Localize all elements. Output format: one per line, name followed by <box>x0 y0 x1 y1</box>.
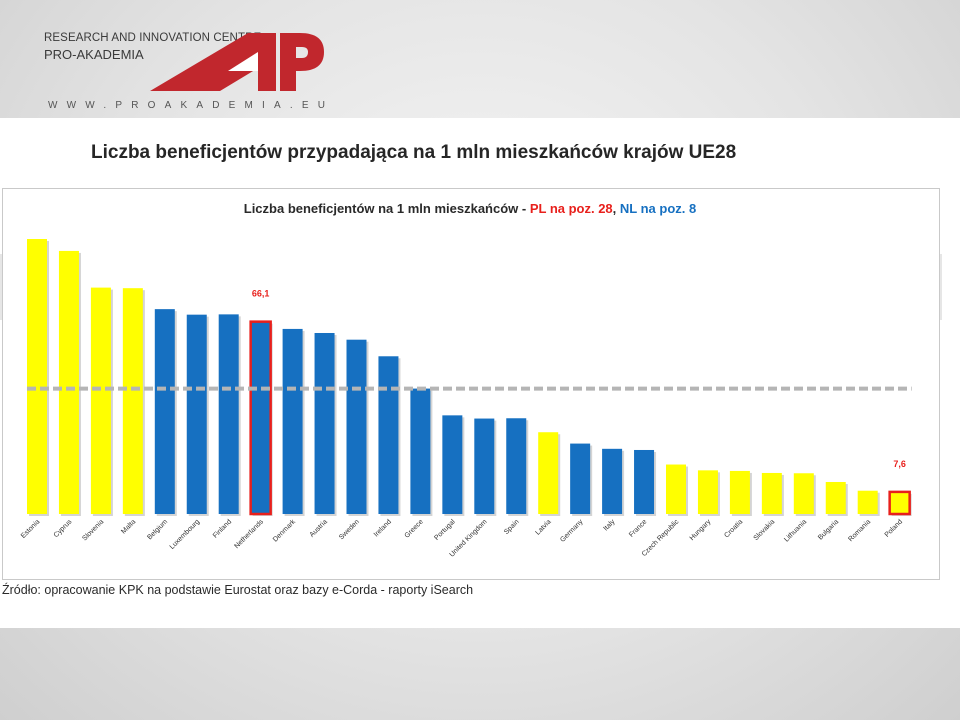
x-tick-label: France <box>628 518 648 538</box>
bar-sweden <box>346 339 367 514</box>
x-tick-label: Bulgaria <box>817 518 840 541</box>
x-tick-label: Croatia <box>723 518 744 539</box>
bar-czech-republic <box>666 464 686 514</box>
pro-akademia-logo-icon <box>150 33 324 91</box>
bar-finland <box>218 314 239 514</box>
x-tick-label: Estonia <box>20 518 42 540</box>
x-tick-label: Spain <box>503 518 521 536</box>
bar-slovenia <box>90 287 111 514</box>
chart-title-separator: , <box>612 201 620 216</box>
x-tick-label: Portugal <box>433 518 457 542</box>
x-tick-label: Luxembourg <box>169 518 202 551</box>
bar-greece <box>410 388 431 514</box>
x-tick-label: Denmark <box>272 518 297 543</box>
header: RESEARCH AND INNOVATION CENTRE PRO-AKADE… <box>0 0 960 118</box>
bar-romania <box>857 490 878 514</box>
bar-france <box>634 449 655 514</box>
x-tick-label: Austria <box>309 518 329 538</box>
bar-cyprus <box>58 250 79 514</box>
x-tick-label: Malta <box>120 518 137 535</box>
x-tick-label: Hungary <box>689 518 713 542</box>
source-note: Źródło: opracowanie KPK na podstawie Eur… <box>2 583 474 597</box>
bar-croatia <box>729 470 750 514</box>
x-tick-label: Belgium <box>146 518 169 541</box>
bar-luxembourg <box>186 314 207 514</box>
x-tick-label: Finland <box>212 518 233 539</box>
x-tick-label: Cyprus <box>53 518 74 539</box>
bar-slovakia <box>761 472 782 514</box>
bar-malta <box>122 288 143 514</box>
x-tick-label: Sweden <box>338 518 361 541</box>
x-tick-label: Netherlands <box>233 518 265 550</box>
slide-edge-band-left <box>0 254 2 320</box>
x-tick-label: Germany <box>559 518 585 544</box>
slide-title: Liczba beneficjentów przypadająca na 1 m… <box>91 142 737 163</box>
chart-title-pl: PL na poz. 28 <box>529 201 613 216</box>
data-label: 66,1 <box>252 289 270 299</box>
website-url: WWW.PROAKADEMIA.EU <box>48 100 335 111</box>
x-tick-label: Italy <box>602 518 616 532</box>
bar-estonia <box>27 239 47 514</box>
org-name-line2: PRO-AKADEMIA <box>44 47 144 62</box>
bar-austria <box>314 332 335 514</box>
x-tick-label: Latvia <box>534 518 552 536</box>
bar-ireland <box>378 356 399 514</box>
bar-united-kingdom <box>474 418 495 514</box>
data-label: 7,6 <box>893 459 906 469</box>
bar-poland <box>888 490 911 516</box>
bar-belgium <box>154 309 175 514</box>
slide-edge-band-right <box>938 254 942 320</box>
bar-netherlands <box>249 320 272 516</box>
bar-lithuania <box>793 473 814 514</box>
x-tick-label: Greece <box>404 518 425 539</box>
x-tick-label: Slovakia <box>753 518 777 542</box>
bar-latvia <box>538 432 559 514</box>
chart-title: Liczba beneficjentów na 1 mln mieszkańcó… <box>0 201 940 216</box>
org-name-line1: RESEARCH AND INNOVATION CENTRE <box>44 32 262 44</box>
chart-title-nl: NL na poz. 8 <box>619 201 697 216</box>
x-tick-label: Ireland <box>373 518 393 538</box>
x-tick-label: Lithuania <box>783 518 808 543</box>
bar-spain <box>506 418 527 514</box>
bar-bulgaria <box>825 481 846 514</box>
bar-hungary <box>697 470 718 514</box>
bar-portugal <box>442 415 463 514</box>
x-tick-label: Romania <box>847 518 872 543</box>
bar-italy <box>602 448 623 514</box>
x-tick-label: Poland <box>884 518 904 538</box>
x-tick-label: Slovenia <box>81 518 105 542</box>
bar-germany <box>570 443 591 514</box>
chart-title-main: Liczba beneficjentów na 1 mln mieszkańcó… <box>243 201 530 216</box>
bar-denmark <box>282 328 303 514</box>
